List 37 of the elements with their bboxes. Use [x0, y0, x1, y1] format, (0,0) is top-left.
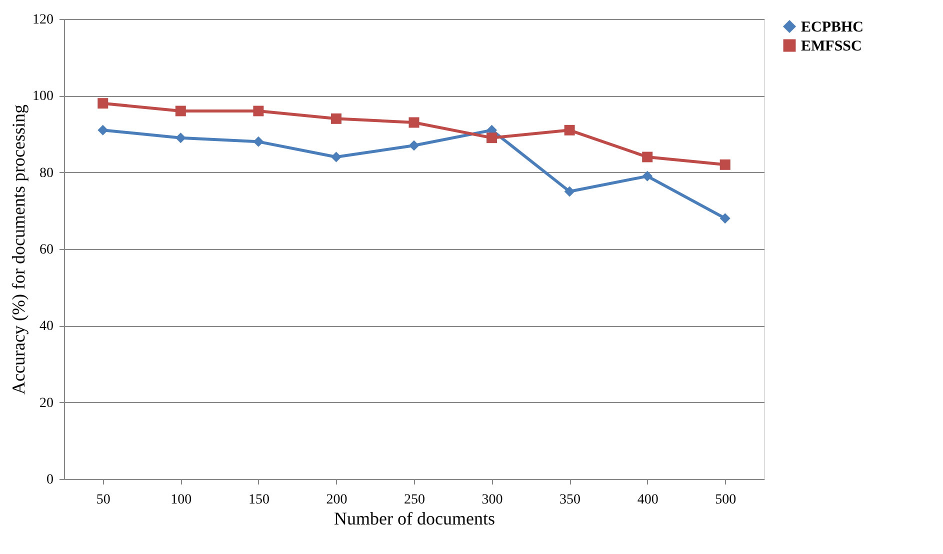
point — [564, 124, 575, 136]
x-tick-label: 350 — [560, 492, 581, 508]
point — [253, 106, 264, 116]
x-tick-label: 100 — [170, 492, 192, 508]
point — [408, 140, 420, 151]
y-tick-label: 20 — [40, 396, 54, 411]
y-tick-label: 60 — [40, 242, 54, 258]
point — [720, 213, 730, 224]
x-tick-label: 300 — [482, 492, 503, 508]
legend-label: ECPBHC — [801, 20, 864, 36]
x-tick-label: 50 — [96, 492, 110, 508]
point — [330, 113, 342, 124]
x-tick-label: 250 — [404, 492, 425, 508]
point — [175, 106, 186, 116]
y-tick-label: 0 — [46, 472, 54, 488]
y-tick-label: 80 — [40, 166, 54, 181]
point — [175, 132, 186, 144]
x-tick-label: 150 — [248, 492, 270, 508]
point — [253, 136, 264, 147]
y-tick-label: 120 — [32, 12, 54, 28]
point — [98, 98, 108, 109]
y-axis-title: Accuracy (%) for documents processing — [8, 104, 28, 394]
point — [720, 159, 730, 170]
legend-label: EMFSSC — [801, 38, 862, 54]
point — [564, 186, 575, 197]
x-axis-title: Number of documents — [334, 508, 495, 528]
point — [98, 124, 108, 136]
point — [642, 152, 653, 162]
y-tick-label: 40 — [40, 319, 54, 334]
point — [330, 152, 342, 162]
point — [642, 170, 653, 182]
point — [486, 132, 498, 144]
x-tick-label: 500 — [715, 492, 736, 508]
point — [408, 117, 420, 128]
x-tick-label: 400 — [637, 492, 658, 508]
y-tick-label: 100 — [32, 89, 54, 104]
x-tick-label: 200 — [326, 492, 348, 508]
